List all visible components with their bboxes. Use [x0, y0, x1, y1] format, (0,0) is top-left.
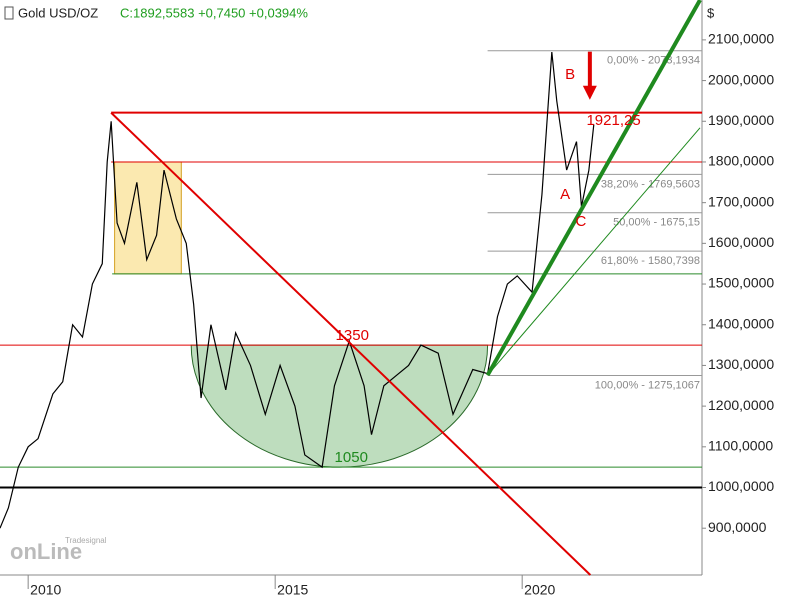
y-tick-label: 1500,0000 [708, 275, 774, 291]
price-line [0, 52, 595, 529]
trend-line [485, 0, 702, 377]
fib-label: 50,00% - 1675,15 [613, 217, 700, 229]
y-tick-label: 900,0000 [708, 519, 767, 535]
y-tick-label: 1900,0000 [708, 112, 774, 128]
logo-small: Tradesignal [65, 536, 107, 545]
fib-label: 0,00% - 2073,1934 [607, 55, 700, 67]
annotation: A [560, 186, 570, 203]
y-tick-label: 1600,0000 [708, 234, 774, 250]
chart-title: Gold USD/OZ [18, 5, 98, 20]
y-tick-label: 2100,0000 [708, 31, 774, 47]
annotation: 1921,25 [586, 112, 640, 129]
annotation: 1050 [335, 449, 368, 466]
y-tick-label: 1800,0000 [708, 153, 774, 169]
quote: C:1892,5583 +0,7450 +0,0394% [120, 5, 308, 20]
y-tick-label: 1200,0000 [708, 397, 774, 413]
y-tick-label: 1000,0000 [708, 478, 774, 494]
y-tick-label: 2000,0000 [708, 71, 774, 87]
icon [4, 6, 14, 20]
x-tick-label: 2010 [30, 582, 61, 598]
annotation: C [576, 213, 587, 230]
y-tick-label: 1700,0000 [708, 193, 774, 209]
fib-label: 100,00% - 1275,1067 [595, 379, 700, 391]
fib-label: 38,20% - 1769,5603 [601, 178, 700, 190]
trend-line [487, 127, 701, 376]
y-tick-label: 1400,0000 [708, 315, 774, 331]
trend-line [110, 112, 592, 576]
currency: $ [707, 5, 715, 20]
logo: onLine [10, 539, 82, 564]
y-tick-label: 1100,0000 [708, 438, 773, 454]
annotation: 1350 [336, 327, 369, 344]
annotation: B [565, 66, 575, 83]
fib-label: 61,80% - 1580,7398 [601, 255, 700, 267]
y-tick-label: 1300,0000 [708, 356, 774, 372]
x-tick-label: 2015 [277, 582, 308, 598]
x-tick-label: 2020 [524, 582, 555, 598]
arrow-head [582, 85, 597, 100]
